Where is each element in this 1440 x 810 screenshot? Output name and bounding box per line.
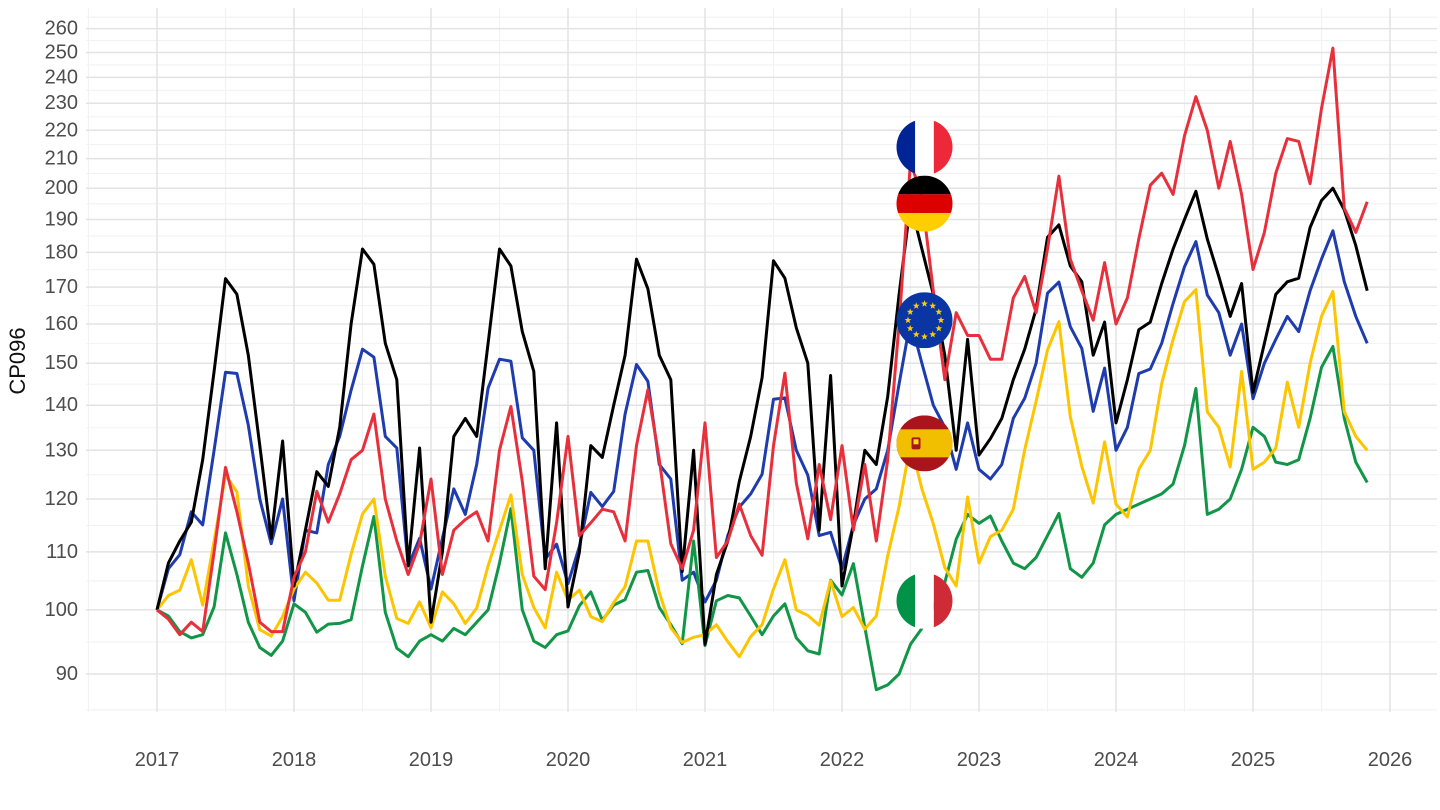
x-tick-label: 2017 bbox=[135, 749, 180, 771]
series-line-eu bbox=[155, 229, 1369, 611]
series-line-germany bbox=[155, 186, 1369, 646]
series-line-spain bbox=[155, 288, 1369, 659]
y-tick-label: 200 bbox=[45, 177, 78, 199]
flag-spain-icon bbox=[896, 415, 953, 472]
x-tick-label: 2025 bbox=[1231, 749, 1276, 771]
flag-france-icon bbox=[896, 119, 953, 176]
y-tick-label: 160 bbox=[45, 313, 78, 335]
y-tick-label: 130 bbox=[45, 439, 78, 461]
x-tick-label: 2019 bbox=[409, 749, 454, 771]
y-tick-label: 260 bbox=[45, 18, 78, 40]
y-tick-label: 170 bbox=[45, 276, 78, 298]
y-tick-label: 210 bbox=[45, 148, 78, 170]
series-line-italy bbox=[156, 345, 1369, 692]
y-tick-label: 240 bbox=[45, 66, 78, 88]
y-axis-title: CP096 bbox=[5, 327, 30, 395]
y-tick-label: 180 bbox=[45, 241, 78, 263]
flag-germany-icon bbox=[896, 175, 953, 232]
y-tick-label: 90 bbox=[56, 663, 78, 685]
axis-tick-labels: 90 100 110 120 130 140 150 160 170 180 190 200 210 22… bbox=[45, 18, 1413, 771]
y-tick-label: 110 bbox=[46, 541, 78, 563]
y-tick-label: 250 bbox=[45, 42, 78, 64]
x-tick-label: 2026 bbox=[1368, 749, 1413, 771]
y-tick-label: 100 bbox=[45, 599, 78, 621]
y-tick-label: 220 bbox=[45, 119, 78, 141]
y-tick-label: 150 bbox=[45, 352, 78, 374]
x-tick-label: 2020 bbox=[546, 749, 591, 771]
y-tick-label: 120 bbox=[45, 488, 78, 510]
series-line-france bbox=[156, 46, 1369, 637]
y-tick-label: 140 bbox=[45, 394, 78, 416]
x-tick-label: 2022 bbox=[820, 749, 865, 771]
flag-eu-icon bbox=[896, 292, 953, 349]
y-tick-label: 190 bbox=[45, 208, 78, 230]
x-tick-label: 2021 bbox=[683, 749, 728, 771]
x-tick-label: 2024 bbox=[1094, 749, 1139, 771]
y-tick-label: 230 bbox=[45, 92, 78, 114]
flag-italy-icon bbox=[896, 572, 953, 629]
x-tick-label: 2023 bbox=[957, 749, 1002, 771]
x-tick-label: 2018 bbox=[272, 749, 317, 771]
